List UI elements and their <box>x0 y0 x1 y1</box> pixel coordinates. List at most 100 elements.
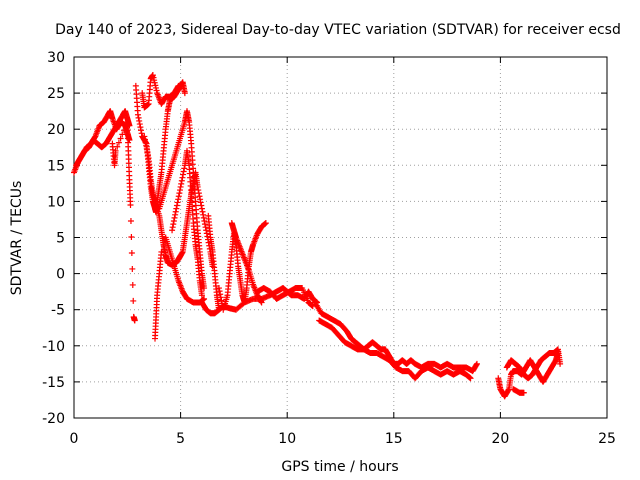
data-point <box>134 111 141 118</box>
data-point <box>172 211 179 218</box>
series-diag-up-2 <box>169 147 205 299</box>
data-point <box>142 139 149 146</box>
data-point <box>201 217 208 224</box>
y-tick-label: -20 <box>42 411 65 427</box>
data-point <box>201 285 208 292</box>
data-point <box>197 199 204 206</box>
data-point <box>203 230 210 237</box>
data-point <box>473 360 480 367</box>
series-decline-lower <box>316 317 474 382</box>
x-tick-label: 20 <box>491 431 509 447</box>
data-point <box>141 136 148 143</box>
data-point <box>137 124 144 131</box>
data-point <box>177 183 184 190</box>
data-point <box>130 297 137 304</box>
y-tick-label: 30 <box>47 50 65 66</box>
data-point <box>217 294 224 301</box>
data-point <box>170 221 177 228</box>
data-point <box>176 187 183 194</box>
data-point <box>170 217 177 224</box>
series-end-band <box>495 350 561 400</box>
data-point <box>198 292 205 299</box>
data-point <box>129 281 136 288</box>
series-floor-upper <box>254 285 316 310</box>
data-point <box>202 224 209 231</box>
data-point <box>117 135 124 142</box>
x-tick-label: 15 <box>385 431 403 447</box>
data-point <box>136 121 143 128</box>
y-tick-label: 5 <box>56 231 65 247</box>
data-point <box>171 214 178 221</box>
data-point <box>262 220 269 227</box>
data-point <box>127 217 134 224</box>
data-point <box>179 249 186 256</box>
data-point <box>218 297 225 304</box>
data-point <box>200 214 207 221</box>
data-point <box>176 190 183 197</box>
data-point <box>200 211 207 218</box>
data-point <box>198 205 205 212</box>
data-point <box>175 82 182 89</box>
y-axis-label: SDTVAR / TECUs <box>9 181 25 296</box>
data-point <box>215 285 222 292</box>
data-point <box>174 199 181 206</box>
series-plateau <box>139 72 182 111</box>
data-point <box>557 360 564 367</box>
data-point <box>181 90 188 97</box>
data-point <box>217 291 224 298</box>
data-point <box>201 221 208 228</box>
data-point <box>473 361 480 368</box>
y-tick-label: -10 <box>42 339 65 355</box>
data-point <box>158 248 165 255</box>
series-arc-b-down <box>141 133 184 268</box>
data-point <box>201 295 208 302</box>
data-point <box>173 202 180 209</box>
data-point <box>178 177 185 184</box>
data-point <box>143 142 150 149</box>
x-tick-label: 25 <box>598 431 616 447</box>
y-tick-label: 0 <box>56 267 65 283</box>
data-point <box>505 387 512 394</box>
y-tick-label: -15 <box>42 375 65 391</box>
y-tick-label: -5 <box>51 303 65 319</box>
data-point <box>136 117 143 124</box>
data-point <box>143 145 150 152</box>
axis-ticks <box>73 56 608 419</box>
data-point <box>127 202 134 209</box>
data-point <box>169 224 176 231</box>
data-point <box>135 114 142 121</box>
y-tick-label: 15 <box>47 158 65 174</box>
data-point <box>145 151 152 158</box>
x-tick-labels: 0 5 10 15 20 25 <box>70 431 616 447</box>
data-point <box>119 131 126 138</box>
series-end-upper <box>503 346 564 382</box>
data-point <box>467 375 474 382</box>
data-point <box>175 193 182 200</box>
data-point <box>203 227 210 234</box>
series-spike-down <box>152 248 165 342</box>
data-point <box>196 193 203 200</box>
y-tick-labels: -20 -15 -10 -5 0 5 10 15 20 25 30 <box>42 50 65 427</box>
x-tick-label: 5 <box>176 431 185 447</box>
y-tick-label: 10 <box>47 194 65 210</box>
data-marks <box>71 72 564 400</box>
data-point <box>138 127 145 134</box>
series-early-drop <box>109 118 138 324</box>
data-point <box>129 265 136 272</box>
series-decline <box>311 299 480 375</box>
data-point <box>112 147 119 154</box>
data-point <box>173 205 180 212</box>
data-point <box>128 249 135 256</box>
x-tick-label: 10 <box>278 431 296 447</box>
data-point <box>194 183 201 190</box>
x-axis-label: GPS time / hours <box>281 459 398 475</box>
data-point <box>144 148 151 155</box>
data-point <box>179 174 186 181</box>
data-point <box>115 139 122 146</box>
data-point <box>141 133 148 140</box>
y-tick-label: 20 <box>47 122 65 138</box>
data-point <box>180 168 187 175</box>
data-point <box>114 143 121 150</box>
data-point <box>174 83 181 90</box>
